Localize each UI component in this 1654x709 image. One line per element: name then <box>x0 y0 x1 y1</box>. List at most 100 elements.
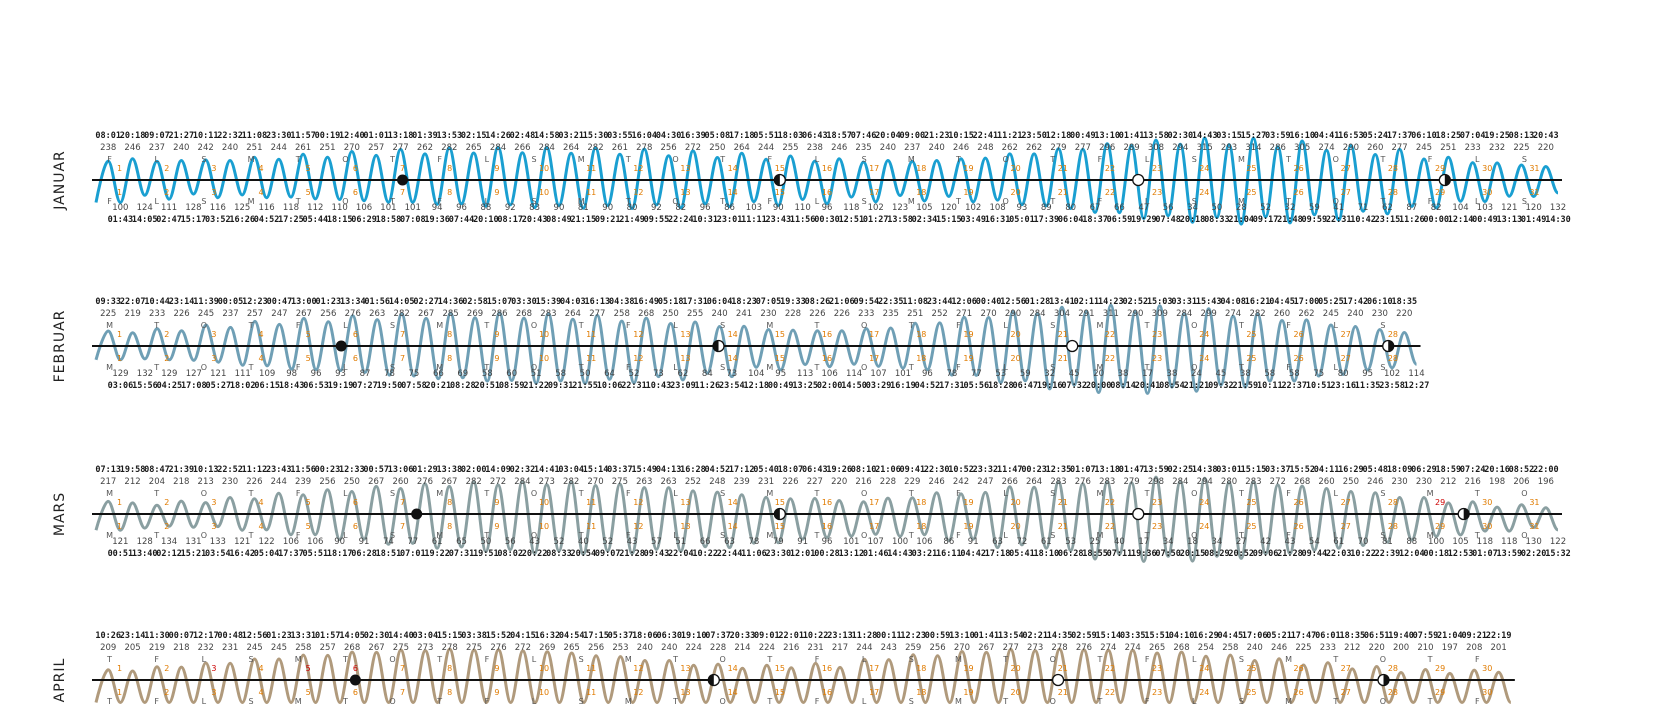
low-height-label: 45 <box>1069 369 1080 379</box>
low-height-label: 106 <box>307 537 323 547</box>
low-time-label: 04:42 <box>960 549 986 559</box>
low-time-label: 09:31 <box>548 381 574 391</box>
high-height-label: 240 <box>929 143 945 153</box>
high-height-label: 270 <box>954 643 970 653</box>
low-height-label: 121 <box>210 369 226 379</box>
day-number-lower: 23 <box>1152 688 1162 697</box>
high-height-label: 220 <box>1369 643 1385 653</box>
high-time-label: 04:54 <box>559 631 585 641</box>
weekday-letter: L <box>1192 655 1197 664</box>
high-time-label: 12:56 <box>1000 297 1026 307</box>
low-height-label: 58 <box>555 369 566 379</box>
weekday-letter: M <box>1427 489 1434 498</box>
high-time-label: 12:23 <box>242 297 268 307</box>
high-time-label: 16:04 <box>631 131 657 141</box>
weekday-letter-lower: T <box>1002 697 1008 706</box>
high-time-label: 13:34 <box>340 297 366 307</box>
day-number-lower: 25 <box>1246 354 1256 363</box>
day-number-lower: 22 <box>1105 354 1115 363</box>
weekday-letter-lower: O <box>1191 531 1197 540</box>
low-time-label: 12:04 <box>1399 549 1425 559</box>
low-height-label: 62 <box>1382 203 1393 213</box>
day-number: 14 <box>728 164 738 173</box>
low-time-label: 19:29 <box>1131 215 1157 225</box>
day-number: 7 <box>400 164 405 173</box>
low-time-label: 21:48 <box>1277 215 1303 225</box>
high-time-label: 01:07 <box>1070 465 1096 475</box>
low-height-label: 88 <box>1406 537 1417 547</box>
low-height-label: 86 <box>943 537 954 547</box>
low-height-label: 50 <box>580 369 591 379</box>
day-number-lower: 26 <box>1294 688 1304 697</box>
weekday-letter-lower: T <box>719 197 725 206</box>
low-height-label: 47 <box>1138 203 1149 213</box>
day-number-lower: 15 <box>775 688 785 697</box>
low-height-label: 52 <box>554 537 565 547</box>
low-height-label: 64 <box>604 369 615 379</box>
day-number: 10 <box>539 664 549 673</box>
high-time-label: 12:18 <box>1046 131 1072 141</box>
day-number: 24 <box>1199 330 1209 339</box>
high-height-label: 216 <box>1465 477 1481 487</box>
weekday-letter: T <box>625 155 631 164</box>
day-number-lower: 6 <box>353 188 358 197</box>
low-time-label: 23:15 <box>1375 215 1401 225</box>
high-height-label: 217 <box>832 643 848 653</box>
high-time-label: 13:31 <box>291 631 317 641</box>
high-time-label: 04:08 <box>1220 297 1246 307</box>
high-time-label: 21:23 <box>924 131 950 141</box>
low-height-label: 108 <box>989 203 1005 213</box>
weekday-letter-lower: L <box>343 363 348 372</box>
high-height-label: 216 <box>783 643 799 653</box>
high-height-label: 272 <box>1270 477 1286 487</box>
month-label: FEBRUAR <box>52 310 68 383</box>
day-number: 30 <box>1482 498 1492 507</box>
high-height-label: 245 <box>198 309 214 319</box>
low-time-label: 13:40 <box>132 549 158 559</box>
day-number: 10 <box>539 164 549 173</box>
low-height-label: 105 <box>1452 537 1468 547</box>
high-height-label: 291 <box>1078 309 1094 319</box>
day-number: 5 <box>306 330 311 339</box>
low-height-label: 81 <box>578 203 589 213</box>
low-time-label: 20:52 <box>1228 549 1254 559</box>
high-time-label: 19:33 <box>780 297 806 307</box>
high-height-label: 286 <box>1270 143 1286 153</box>
low-time-label: 05:56 <box>964 381 990 391</box>
low-time-label: 03:21 <box>912 549 938 559</box>
high-time-label: 14:36 <box>438 297 464 307</box>
high-time-label: 11:12 <box>242 465 268 475</box>
low-time-label: 18:55 <box>1082 549 1108 559</box>
weekday-letter: O <box>1002 155 1008 164</box>
high-height-label: 285 <box>442 309 458 319</box>
high-height-label: 231 <box>222 643 238 653</box>
low-time-label: 16:19 <box>890 381 916 391</box>
weekday-letter: L <box>343 321 348 330</box>
high-time-label: 15:14 <box>1096 631 1122 641</box>
high-time-label: 15:30 <box>583 131 609 141</box>
high-height-label: 283 <box>1050 477 1066 487</box>
day-number-lower: 3 <box>211 688 216 697</box>
high-height-label: 251 <box>907 309 923 319</box>
high-height-label: 266 <box>514 143 530 153</box>
tide-curve <box>94 303 1419 395</box>
high-height-label: 233 <box>858 309 874 319</box>
weekday-letter: M <box>578 155 585 164</box>
weekday-letter: T <box>719 155 725 164</box>
weekday-letter: L <box>1003 489 1008 498</box>
low-time-label: 07:31 <box>449 549 475 559</box>
weekday-letter-lower: S <box>390 363 395 372</box>
day-number: 3 <box>211 164 216 173</box>
low-time-label: 15:15 <box>936 215 962 225</box>
low-height-label: 88 <box>480 203 491 213</box>
day-number: 20 <box>1011 164 1021 173</box>
high-time-label: 01:57 <box>315 631 341 641</box>
day-number: 11 <box>586 664 596 673</box>
weekday-letter: F <box>296 489 301 498</box>
weekday-letter-lower: L <box>862 697 867 706</box>
high-height-label: 264 <box>1026 477 1042 487</box>
day-number: 4 <box>259 498 264 507</box>
weekday-letter-lower: O <box>201 531 207 540</box>
high-time-label: 09:54 <box>854 297 880 307</box>
